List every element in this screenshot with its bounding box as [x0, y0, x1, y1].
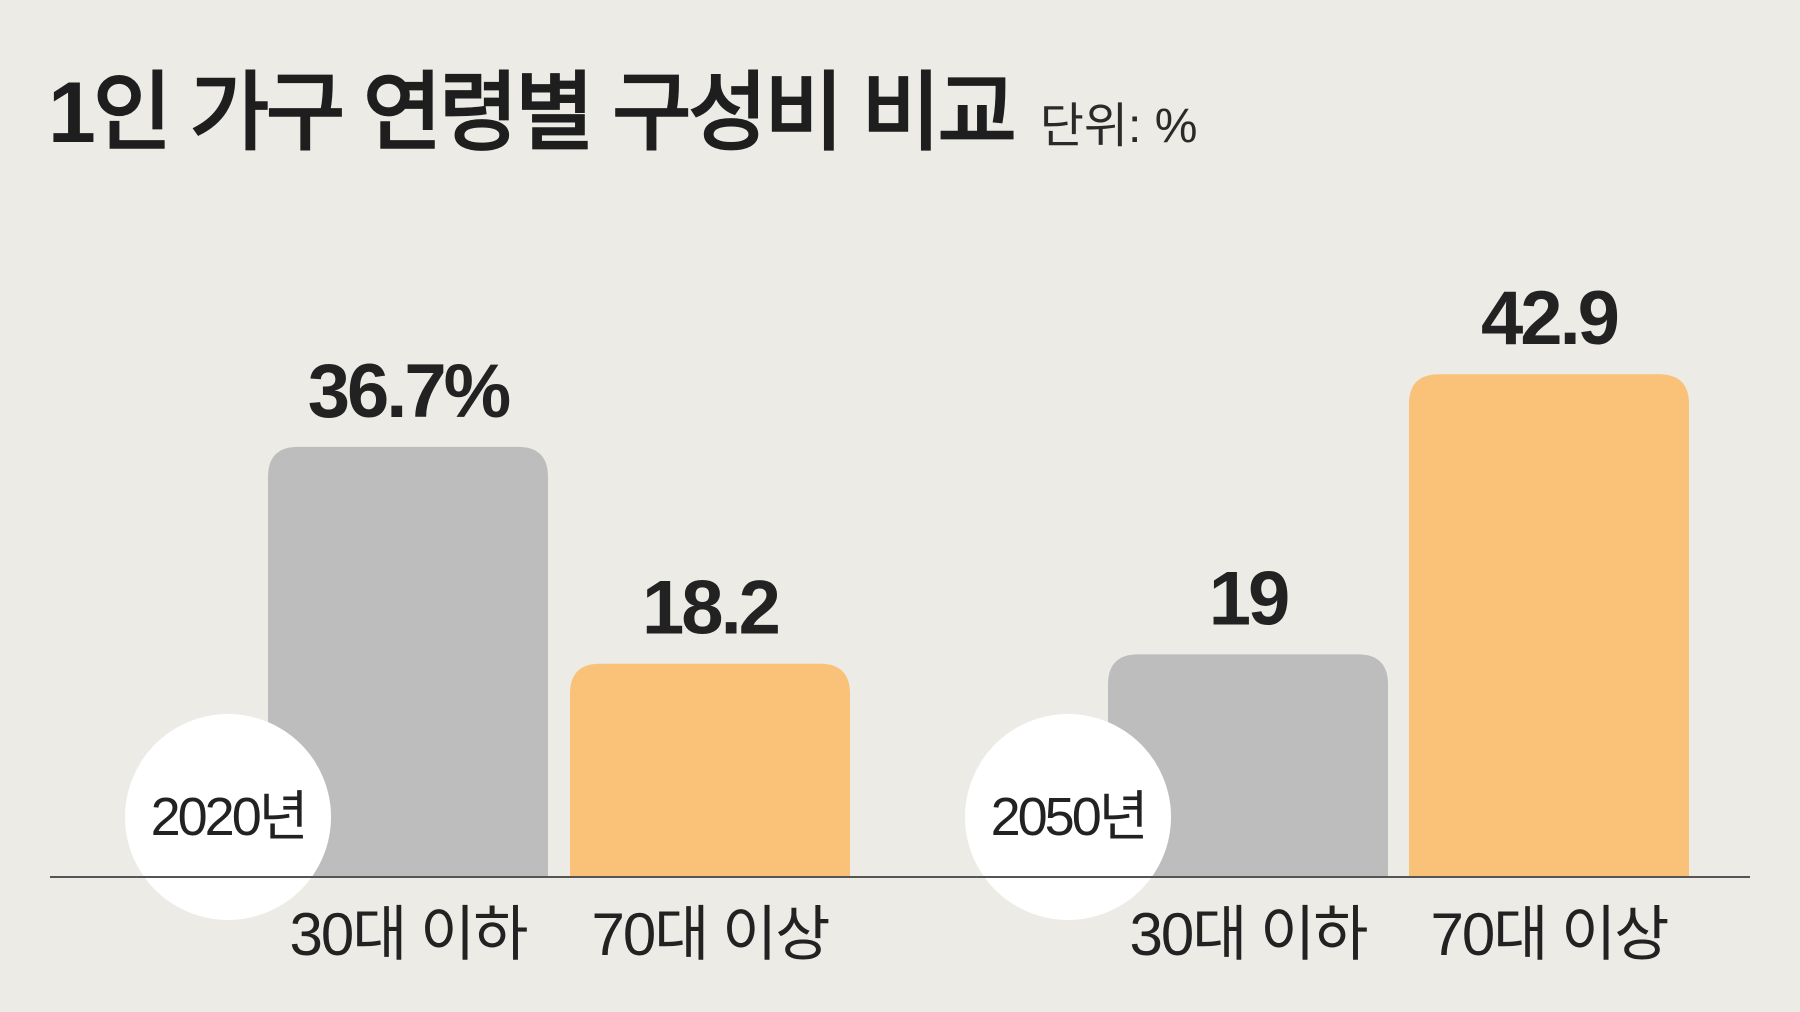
- group-circle-2050: [965, 714, 1171, 920]
- bar-2050-over-70s: [1409, 374, 1689, 877]
- value-label-2020-over-70s: 18.2: [642, 566, 779, 651]
- value-label-2050-under-30s: 19: [1209, 556, 1288, 641]
- value-label-2050-over-70s: 42.9: [1481, 276, 1618, 361]
- category-label-2020-under-30s: 30대 이하: [289, 901, 527, 968]
- value-label-2020-under-30s: 36.7%: [308, 349, 510, 434]
- category-label-2020-over-70s: 70대 이상: [591, 901, 829, 968]
- unit-label: 단위: %: [1039, 100, 1198, 153]
- group-circle-2020: [125, 714, 331, 920]
- bar-2050-under-30s: [1108, 654, 1388, 877]
- category-label-2050-under-30s: 30대 이하: [1129, 901, 1367, 968]
- group-label-2020: 2020년: [151, 787, 306, 847]
- group-label-2050: 2050년: [991, 787, 1146, 847]
- category-label-2050-over-70s: 70대 이상: [1430, 901, 1668, 968]
- title-row: 1인 가구 연령별 구성비 비교 단위: %: [48, 42, 1197, 167]
- bar-2020-over-70s: [570, 663, 850, 877]
- bar-2020-under-30s: [268, 446, 548, 877]
- chart-title: 1인 가구 연령별 구성비 비교: [48, 65, 1017, 161]
